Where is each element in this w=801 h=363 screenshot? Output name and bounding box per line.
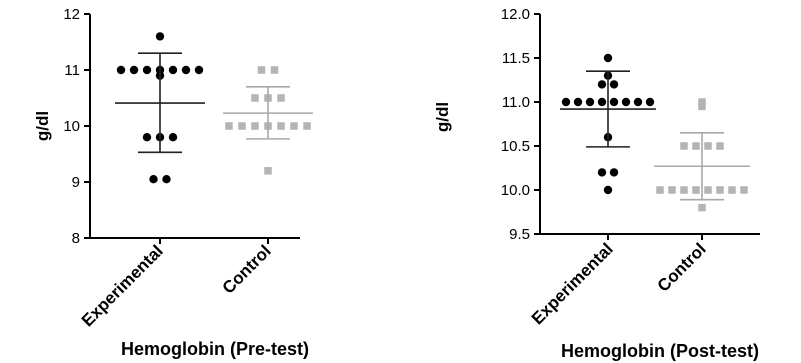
y-tick-group: 9.5 10.0 10.5 11.0 11.5 12.0: [501, 6, 540, 243]
pre-test-panel: 8 9 10 11 12 g/dl Experimental Control Hemog…: [33, 6, 313, 359]
data-point-control: [257, 66, 266, 74]
data-point-experimental: [194, 65, 204, 75]
data-marks: [115, 32, 313, 184]
data-point-control: [716, 186, 724, 194]
y-tick-label: 10.0: [501, 182, 530, 199]
chart-title: Hemoglobin (Pre-test): [121, 339, 309, 359]
data-point-experimental: [609, 80, 619, 89]
data-point-experimental: [129, 65, 139, 75]
data-point-control: [740, 186, 748, 194]
data-point-experimental: [116, 65, 126, 75]
data-point-experimental: [603, 53, 613, 63]
y-tick-label: 11.5: [502, 50, 530, 67]
category-label-control: Control: [219, 241, 275, 297]
data-point-experimental: [609, 97, 619, 107]
data-point-experimental: [597, 97, 607, 107]
y-tick-label: 8: [72, 230, 80, 247]
data-point-control: [698, 102, 706, 111]
data-point-control: [692, 186, 700, 194]
data-point-control: [680, 186, 688, 194]
data-point-control: [716, 142, 724, 150]
data-point-control: [303, 122, 311, 130]
post-test-panel: 9.5 10.0 10.5 11.0 11.5 12.0 g/dl Experimenta…: [433, 6, 760, 361]
data-marks: [560, 53, 750, 212]
data-point-control: [251, 94, 259, 102]
data-point-control: [277, 94, 285, 102]
data-point-experimental: [149, 175, 158, 184]
x-tick-group: [607, 234, 703, 240]
data-point-experimental: [645, 97, 655, 107]
data-point-control: [225, 122, 233, 130]
y-axis-label: g/dl: [33, 111, 52, 141]
data-point-experimental: [142, 133, 152, 142]
data-point-experimental: [168, 65, 178, 75]
data-point-control: [270, 66, 279, 74]
data-point-control: [698, 98, 706, 106]
data-point-experimental: [597, 80, 607, 89]
category-label-experimental: Experimental: [78, 241, 167, 330]
data-point-control: [668, 186, 676, 194]
data-point-control: [264, 167, 272, 175]
y-tick-group: 8 9 10 11 12: [63, 6, 90, 247]
y-tick-label: 12.0: [501, 6, 530, 23]
data-point-experimental: [181, 65, 191, 75]
data-point-experimental: [585, 97, 595, 107]
y-tick-label: 11.0: [502, 94, 530, 111]
chart-title: Hemoglobin (Post-test): [561, 341, 759, 361]
data-point-experimental: [603, 185, 613, 195]
data-point-experimental: [561, 97, 571, 107]
data-point-experimental: [573, 97, 583, 107]
data-point-control: [238, 122, 246, 130]
x-tick-group: [159, 238, 269, 244]
data-point-control: [277, 122, 285, 130]
category-label-control: Control: [654, 239, 710, 295]
y-tick-label: 10: [63, 118, 80, 135]
data-point-control: [728, 186, 736, 194]
data-point-experimental: [597, 168, 607, 177]
data-point-control: [290, 122, 298, 130]
y-tick-label: 12: [63, 6, 80, 23]
data-point-experimental: [155, 32, 165, 41]
data-point-control: [656, 186, 664, 194]
category-label-experimental: Experimental: [528, 239, 617, 328]
data-point-experimental: [162, 175, 171, 184]
data-point-control: [680, 142, 688, 150]
data-point-control: [704, 186, 712, 194]
data-point-experimental: [609, 168, 619, 177]
y-tick-label: 11: [64, 62, 80, 79]
data-point-control: [704, 142, 712, 150]
data-point-experimental: [621, 97, 631, 107]
data-point-control: [692, 142, 700, 150]
data-point-control: [698, 203, 706, 212]
y-axis-label: g/dl: [433, 102, 452, 132]
y-tick-label: 9.5: [509, 226, 530, 243]
data-point-experimental: [168, 133, 178, 142]
data-point-control: [251, 122, 259, 130]
y-tick-label: 10.5: [501, 138, 530, 155]
data-point-experimental: [633, 97, 643, 107]
y-tick-label: 9: [72, 174, 80, 191]
data-point-experimental: [142, 65, 152, 75]
